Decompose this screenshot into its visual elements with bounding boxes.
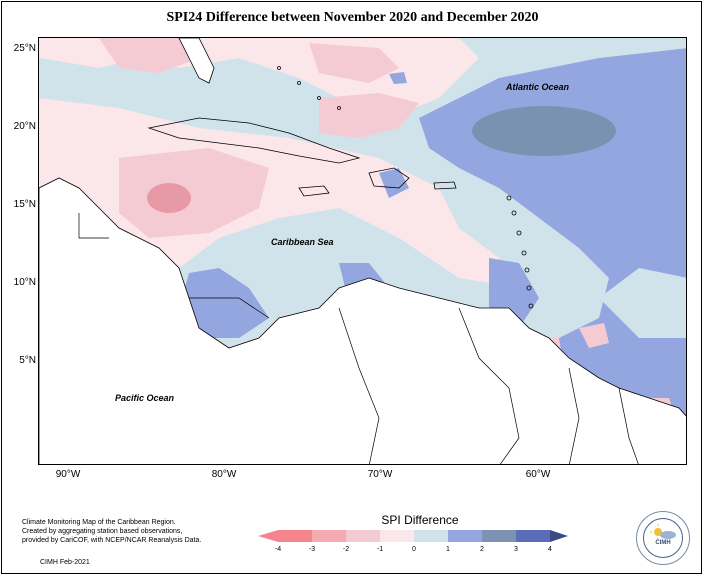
island-hispaniola bbox=[368, 167, 410, 189]
legend-tick--2: -2 bbox=[342, 546, 350, 553]
field-blue-atlantic bbox=[419, 48, 686, 464]
legend-arrow-right bbox=[550, 530, 568, 542]
legend-bin-2 bbox=[312, 530, 346, 542]
caption-line-2: Created by aggregating station based obs… bbox=[22, 528, 183, 535]
field-pink-north-mid bbox=[309, 43, 399, 83]
legend-tick--1: -1 bbox=[376, 546, 384, 553]
field-lightblue-atlantic bbox=[599, 268, 686, 338]
field-pink-core bbox=[147, 183, 191, 213]
legend-bin-8 bbox=[516, 530, 550, 542]
field-blue-bahamas bbox=[389, 72, 407, 84]
ocean-label-caribbean: Caribbean Sea bbox=[271, 237, 334, 247]
logo-text: CIMH bbox=[655, 540, 671, 546]
map-title: SPI24 Difference between November 2020 a… bbox=[166, 10, 539, 25]
legend-bin-1 bbox=[278, 530, 312, 542]
island-jamaica bbox=[298, 185, 330, 197]
legend-tick--3: -3 bbox=[308, 546, 316, 553]
legend-colorbar bbox=[258, 530, 568, 542]
island-puerto-rico bbox=[433, 181, 457, 190]
legend-bin-3 bbox=[346, 530, 380, 542]
field-pink-east bbox=[579, 323, 609, 348]
logo-ring bbox=[643, 518, 683, 558]
lon-label-70w: 70°W bbox=[367, 469, 393, 480]
legend-title: SPI Difference bbox=[381, 513, 459, 527]
islands-lesser-antilles bbox=[277, 66, 534, 309]
legend-bin-6 bbox=[448, 530, 482, 542]
lat-label-25n: 25°N bbox=[13, 43, 36, 54]
legend-tick-4: 4 bbox=[548, 546, 552, 553]
caption-line-3: provided by CariCOF, with NCEP/NCAR Rean… bbox=[22, 537, 202, 544]
map-area[interactable] bbox=[38, 37, 687, 465]
land-florida bbox=[178, 38, 215, 84]
field-pink-west bbox=[119, 148, 269, 238]
legend-bin-4 bbox=[380, 530, 414, 542]
country-borders bbox=[78, 213, 639, 464]
legend-tick--4: -4 bbox=[274, 546, 282, 553]
legend-tick-2: 2 bbox=[480, 546, 484, 553]
legend-bin-5 bbox=[414, 530, 448, 542]
ocean-label-pacific: Pacific Ocean bbox=[115, 393, 175, 403]
legend-tick-1: 1 bbox=[446, 546, 450, 553]
cimh-logo-icon: CIMH bbox=[636, 511, 690, 565]
field-pink-cuba bbox=[319, 93, 419, 138]
logo-sun-cloud-icon bbox=[650, 524, 676, 540]
field-blue-nicaragua bbox=[179, 268, 269, 338]
lat-label-10n: 10°N bbox=[13, 277, 36, 288]
legend-arrow-left bbox=[258, 530, 278, 542]
lon-label-60w: 60°W bbox=[525, 469, 551, 480]
legend-bin-7 bbox=[482, 530, 516, 542]
caption-line-1: Climate Monitoring Map of the Caribbean … bbox=[22, 519, 176, 526]
map-caption: Climate Monitoring Map of the Caribbean … bbox=[22, 518, 232, 545]
lat-label-5n: 5°N bbox=[19, 355, 36, 366]
lat-label-20n: 20°N bbox=[13, 121, 36, 132]
field-dark-core bbox=[472, 106, 616, 156]
legend-tick-0: 0 bbox=[412, 546, 416, 553]
field-blue-hispaniola bbox=[379, 168, 409, 198]
island-cuba bbox=[147, 117, 361, 164]
ocean-label-atlantic: Atlantic Ocean bbox=[506, 82, 570, 92]
land-central-south-america bbox=[39, 177, 686, 464]
legend-tick-3: 3 bbox=[514, 546, 518, 553]
lon-label-90w: 90°W bbox=[55, 469, 81, 480]
field-pink-north-west bbox=[99, 38, 199, 73]
lon-label-80w: 80°W bbox=[211, 469, 237, 480]
lat-label-15n: 15°N bbox=[13, 199, 36, 210]
map-credit: CIMH Feb-2021 bbox=[40, 559, 90, 566]
spi-field-svg bbox=[39, 38, 686, 464]
